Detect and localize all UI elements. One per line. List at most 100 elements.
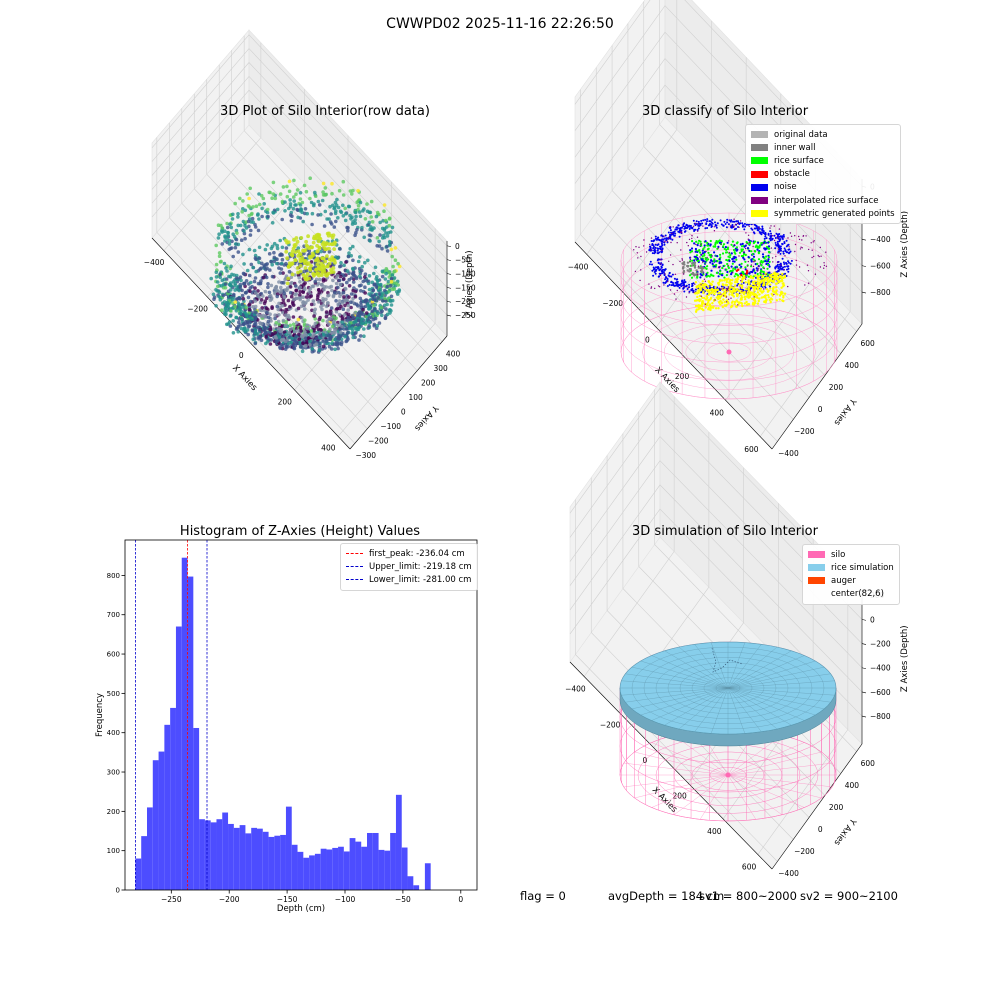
chart1-point — [265, 207, 270, 212]
chart1-point — [290, 214, 294, 218]
chart2-point-symmetric — [754, 295, 758, 299]
chart2-point-noise — [676, 278, 679, 281]
chart1-point — [257, 202, 262, 207]
chart1-point — [253, 331, 258, 335]
chart1-point — [263, 247, 268, 252]
chart1-point — [316, 271, 321, 276]
chart2-point-symmetric — [747, 279, 750, 282]
chart1-point — [251, 265, 255, 270]
chart2-point-noise — [649, 260, 652, 263]
chart2-axes-box — [574, 0, 867, 450]
chart2-point-symmetric — [718, 291, 721, 295]
chart1-point — [312, 324, 316, 329]
chart1-point — [327, 333, 331, 338]
chart2-point-interpolated — [787, 285, 789, 288]
chart2-point-interpolated — [681, 258, 683, 260]
chart1-point — [308, 339, 312, 343]
chart2-point-noise — [701, 222, 704, 225]
chart2-point-rice — [716, 241, 719, 244]
chart2-point-symmetric — [733, 303, 736, 306]
chart2-point-rice — [702, 259, 705, 262]
chart1-point — [263, 332, 267, 336]
chart3-legend-label: Upper_limit: -219.18 cm — [369, 561, 472, 572]
chart1-point — [371, 303, 376, 308]
chart1-point — [306, 298, 310, 302]
chart1-point — [217, 251, 222, 255]
chart2-point-noise — [657, 236, 660, 239]
chart2-point-rice — [720, 240, 723, 243]
chart1-point — [372, 271, 376, 276]
chart2-point-symmetric — [770, 292, 773, 296]
chart1-point — [392, 276, 397, 280]
chart2-point-interpolated — [722, 295, 725, 297]
chart3-xtick-label: −150 — [277, 895, 298, 904]
chart2-point-symmetric — [766, 281, 770, 284]
chart1-point — [302, 183, 307, 188]
chart2-point-noise — [688, 283, 691, 286]
chart1-point — [320, 198, 325, 203]
chart1-point — [286, 240, 291, 245]
chart1-point — [363, 291, 368, 295]
chart2-point-symmetric — [708, 304, 711, 307]
chart1-point — [305, 272, 310, 276]
chart2-point-interpolated — [825, 251, 827, 253]
chart2-point-noise — [725, 226, 728, 229]
chart1-point — [237, 320, 241, 325]
chart2-point-symmetric — [710, 283, 713, 286]
chart2-point-inner-wall — [682, 269, 686, 273]
chart1-point — [261, 294, 265, 298]
chart1-point — [298, 191, 303, 195]
chart1-point — [351, 244, 355, 249]
chart1-point — [277, 280, 281, 284]
chart1-point — [283, 200, 287, 204]
chart3-ytick-label: 400 — [107, 729, 120, 737]
chart2-point-interpolated — [697, 223, 699, 225]
chart1-point — [390, 273, 395, 277]
chart2-point-symmetric — [728, 293, 731, 296]
chart2-point-interpolated — [676, 289, 678, 292]
chart1-point — [344, 212, 348, 216]
chart1-point — [367, 320, 372, 325]
chart1-point — [231, 293, 236, 298]
chart1-point — [293, 292, 297, 297]
chart2-point-noise — [675, 228, 678, 231]
chart1-point — [295, 266, 300, 270]
chart1-point — [287, 269, 292, 274]
chart2-point-symmetric — [779, 291, 783, 294]
chart1-point — [234, 327, 239, 331]
chart2-legend-label: interpolated rice surface — [774, 195, 879, 206]
chart2-point-noise — [661, 272, 663, 275]
chart4-rice-mesh-spoke — [678, 646, 729, 689]
chart1-point — [357, 338, 361, 342]
chart1-point — [373, 316, 378, 321]
chart2-point-noise — [706, 218, 709, 221]
chart2-point-noise — [751, 228, 754, 231]
chart2-point-noise — [656, 247, 659, 250]
chart1-point — [301, 300, 305, 305]
chart4-zgrid — [569, 484, 863, 693]
chart2-point-noise — [786, 251, 789, 254]
chart2-point-symmetric — [781, 299, 784, 302]
chart2-point-noise — [672, 284, 675, 287]
chart2-point-rice — [695, 254, 699, 257]
chart2-point-rice — [694, 257, 697, 260]
chart1-point — [330, 191, 334, 196]
chart2-point-noise — [776, 263, 779, 266]
chart2-point-noise — [787, 248, 790, 251]
chart1-point — [280, 257, 285, 262]
chart1-point — [346, 308, 351, 312]
chart2-point-noise — [668, 283, 671, 286]
chart1-point — [227, 274, 231, 279]
chart1-zgrid — [151, 103, 448, 316]
chart2-point-interpolated — [669, 225, 671, 228]
chart2-point-symmetric — [744, 298, 747, 301]
chart1-point — [367, 220, 372, 225]
chart2-point-interpolated — [700, 295, 702, 297]
chart2-point-noise — [653, 252, 656, 255]
chart2-ytick-label: 0 — [818, 405, 823, 414]
chart2-point-noise — [697, 220, 700, 223]
chart1-point — [259, 266, 263, 271]
chart2-point-rice — [762, 255, 765, 258]
chart1-point — [381, 219, 385, 223]
chart2-point-symmetric — [773, 291, 776, 294]
